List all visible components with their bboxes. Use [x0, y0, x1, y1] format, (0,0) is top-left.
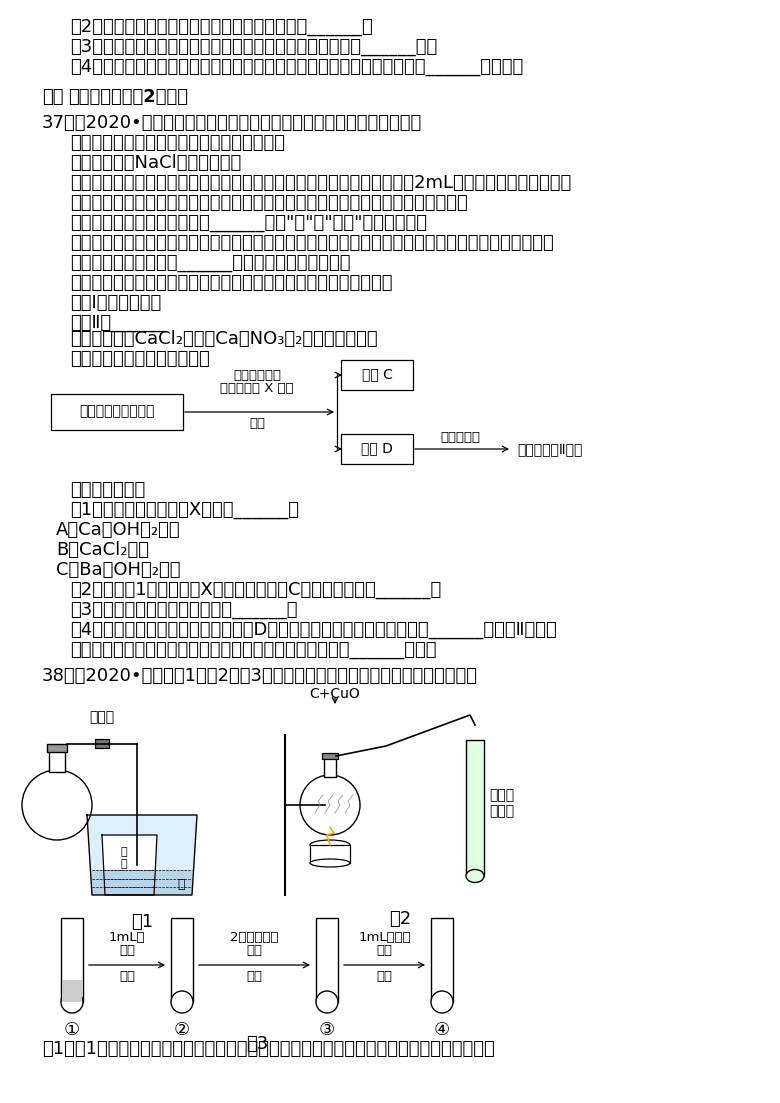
- Text: （3）药品包装经常用到铝箔，铝块能制成铝箔是因为铝具有______性。: （3）药品包装经常用到铝箔，铝块能制成铝箔是因为铝具有______性。: [70, 38, 438, 56]
- Text: ④: ④: [434, 1021, 450, 1039]
- Text: 37．（2020•朝阳）学校化学兴趣小组的同学对酸碱中和反应进行探究：: 37．（2020•朝阳）学校化学兴趣小组的同学对酸碱中和反应进行探究：: [42, 114, 422, 132]
- Text: 【进行实验】实验过程如图：: 【进行实验】实验过程如图：: [70, 350, 210, 368]
- Polygon shape: [102, 835, 157, 895]
- Text: 回答下列问题：: 回答下列问题：: [70, 481, 145, 499]
- Bar: [431, 918, 453, 1002]
- Text: 1mL稀盐酸: 1mL稀盐酸: [358, 931, 411, 944]
- Text: （1）图1是测定空气中氧气含量的实验。待红磷灭并冷却至室温，打开弹簧夹，观察到烧杯内: （1）图1是测定空气中氧气含量的实验。待红磷灭并冷却至室温，打开弹簧夹，观察到烧…: [42, 1040, 495, 1058]
- FancyBboxPatch shape: [51, 394, 183, 430]
- Text: 操作（一）：: 操作（一）：: [233, 370, 281, 382]
- Text: ②: ②: [174, 1021, 190, 1039]
- Text: 图1: 图1: [131, 913, 153, 931]
- Text: 澄清的
石灰水: 澄清的 石灰水: [489, 788, 514, 818]
- Text: 图2: 图2: [389, 910, 411, 928]
- Ellipse shape: [466, 869, 484, 882]
- Text: 过滤: 过滤: [249, 417, 265, 430]
- FancyBboxPatch shape: [95, 739, 109, 748]
- Text: （1）适合操作（一）的X溶液是______。: （1）适合操作（一）的X溶液是______。: [70, 501, 299, 520]
- Text: （4）山药中含有碱性皂角素，有的人沾到皮肤上可能会奇痒，可用厨房中______来止痒。: （4）山药中含有碱性皂角素，有的人沾到皮肤上可能会奇痒，可用厨房中______来…: [70, 58, 523, 76]
- Text: 滴入: 滴入: [246, 944, 263, 957]
- Ellipse shape: [61, 990, 83, 1013]
- Polygon shape: [92, 870, 192, 895]
- Text: 结论：猜想Ⅱ成立: 结论：猜想Ⅱ成立: [517, 442, 583, 456]
- Text: A．Ca（OH）₂溶液: A．Ca（OH）₂溶液: [56, 521, 181, 539]
- Text: 1mL水: 1mL水: [108, 931, 145, 944]
- Text: 【查阅资料】NaCl溶液显中性。: 【查阅资料】NaCl溶液显中性。: [70, 154, 241, 172]
- Text: 38．（2020•阜新）图1、图2、图3是初中化学常见的实验，据图回答下列问题。: 38．（2020•阜新）图1、图2、图3是初中化学常见的实验，据图回答下列问题。: [42, 667, 478, 685]
- Text: ①: ①: [64, 1021, 80, 1039]
- Text: 【实验反思】通过本实验同学们认识到，氢氧化钠溶液必须______保存。: 【实验反思】通过本实验同学们认识到，氢氧化钠溶液必须______保存。: [70, 641, 437, 658]
- Text: 图3: 图3: [246, 1035, 268, 1053]
- Text: （2）用扇子扇蜡烛火焰，可以一扇就灭的原理是______。: （2）用扇子扇蜡烛火焰，可以一扇就灭的原理是______。: [70, 18, 373, 36]
- Text: 弹簧夹: 弹簧夹: [90, 710, 115, 724]
- Text: 猜想Ⅰ：只有碳酸钠: 猜想Ⅰ：只有碳酸钠: [70, 295, 161, 312]
- Text: 红
磷: 红 磷: [121, 847, 127, 869]
- Text: 2滴酚酞溶液: 2滴酚酞溶液: [230, 931, 278, 944]
- Text: 溶液 D: 溶液 D: [361, 441, 393, 456]
- Text: （4）操作（二）可以为：取少许溶液D于试管中，滴加酚酞溶液，若溶液______则猜想Ⅱ成立。: （4）操作（二）可以为：取少许溶液D于试管中，滴加酚酞溶液，若溶液______则…: [70, 621, 557, 639]
- Bar: [62, 979, 82, 1002]
- FancyBboxPatch shape: [341, 360, 413, 390]
- FancyBboxPatch shape: [47, 745, 67, 752]
- Text: 变质的氢氧化钠溶液: 变质的氢氧化钠溶液: [80, 404, 154, 418]
- Text: C．Ba（OH）₂溶液: C．Ba（OH）₂溶液: [56, 561, 180, 579]
- Text: 加入: 加入: [377, 944, 392, 957]
- Text: 变质，其变质的原因是______（用化学方程式表示）。: 变质，其变质的原因是______（用化学方程式表示）。: [70, 254, 350, 272]
- Text: 猜想Ⅱ：______: 猜想Ⅱ：______: [70, 314, 166, 332]
- Text: 水: 水: [177, 878, 185, 891]
- Bar: [466, 740, 484, 876]
- Text: 沉淀 C: 沉淀 C: [362, 367, 392, 381]
- Ellipse shape: [171, 990, 193, 1013]
- Bar: [310, 845, 350, 863]
- Polygon shape: [87, 815, 197, 895]
- Text: 振荡: 振荡: [119, 970, 135, 983]
- Text: 【发现问题】乙组同学在滴入稀盐酸的过程中，观察到有气泡产生，所以确定本组所用氢氧化钠溶液已: 【发现问题】乙组同学在滴入稀盐酸的过程中，观察到有气泡产生，所以确定本组所用氢氧…: [70, 234, 554, 251]
- Text: 【查阅资料】CaCl₂溶液、Ca（NO₃）₂溶液都呈中性。: 【查阅资料】CaCl₂溶液、Ca（NO₃）₂溶液都呈中性。: [70, 330, 378, 349]
- Ellipse shape: [316, 990, 338, 1013]
- Polygon shape: [105, 870, 154, 895]
- Text: 加入过量的 X 溶液: 加入过量的 X 溶液: [220, 382, 294, 395]
- Text: 三．: 三．: [42, 88, 63, 106]
- Bar: [61, 918, 83, 1002]
- Ellipse shape: [310, 840, 350, 850]
- Bar: [49, 750, 65, 772]
- Text: ③: ③: [319, 1021, 335, 1039]
- Bar: [324, 757, 336, 777]
- Circle shape: [300, 775, 360, 835]
- Circle shape: [22, 770, 92, 840]
- Text: C+CuO: C+CuO: [310, 687, 360, 702]
- Text: 振荡: 振荡: [246, 970, 263, 983]
- Text: 【提出问题】氢氧化钠与盐酸能否发生反应？: 【提出问题】氢氧化钠与盐酸能否发生反应？: [70, 133, 285, 152]
- Bar: [171, 918, 193, 1002]
- Text: （2）根据（1）中所选的X溶液，生成沉淀C的化学方程式为______。: （2）根据（1）中所选的X溶液，生成沉淀C的化学方程式为______。: [70, 581, 441, 599]
- Text: 振荡: 振荡: [377, 970, 392, 983]
- Text: 酞溶液，溶液变红，然后逐滴滴入稀盐酸，边滴加边振荡，直到溶液恰好变为无色。: 酞溶液，溶液变红，然后逐滴滴入稀盐酸，边滴加边振荡，直到溶液恰好变为无色。: [70, 194, 468, 212]
- Text: B．CaCl₂溶液: B．CaCl₂溶液: [56, 540, 149, 559]
- Text: 实验探究题（共2小题）: 实验探究题（共2小题）: [68, 88, 188, 106]
- Text: 操作（二）: 操作（二）: [440, 431, 480, 445]
- Ellipse shape: [431, 990, 453, 1013]
- Bar: [316, 918, 338, 1002]
- Text: 【进行实验】甲、乙两组同学分别进行实验，甲组同学先向试管中加入约2mL氢氧化钠溶液，再滴入酚: 【进行实验】甲、乙两组同学分别进行实验，甲组同学先向试管中加入约2mL氢氧化钠溶…: [70, 174, 571, 192]
- Text: （3）过滤操作中玻璃棒的作用是______。: （3）过滤操作中玻璃棒的作用是______。: [70, 601, 297, 619]
- Ellipse shape: [310, 859, 350, 867]
- FancyBboxPatch shape: [341, 433, 413, 464]
- FancyBboxPatch shape: [322, 753, 338, 759]
- Text: 【猜想与假设】同学们对变质的氢氧化钠溶液的溶质成分进行探究。: 【猜想与假设】同学们对变质的氢氧化钠溶液的溶质成分进行探究。: [70, 274, 392, 292]
- Text: 【实验结论】氢氧化钠与盐酸______（填"能"或"不能"）发生反应。: 【实验结论】氢氧化钠与盐酸______（填"能"或"不能"）发生反应。: [70, 214, 427, 232]
- Text: 加入: 加入: [119, 944, 135, 957]
